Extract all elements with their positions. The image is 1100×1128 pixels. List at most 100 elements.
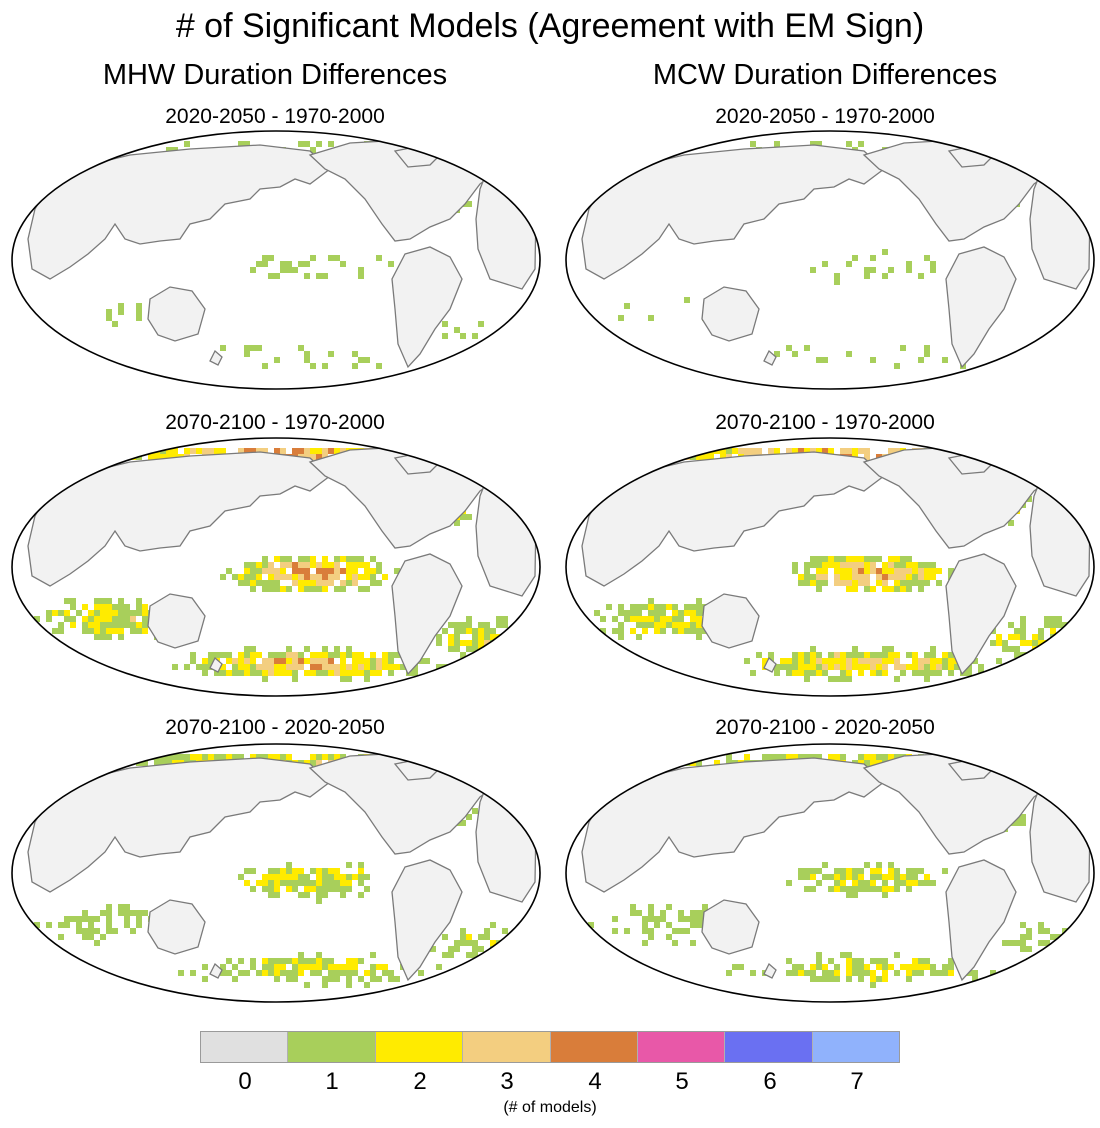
grid-cell [220, 670, 226, 676]
grid-cell [870, 868, 876, 874]
grid-cell [304, 574, 310, 580]
grid-cell [1008, 754, 1014, 760]
grid-cell [1020, 922, 1026, 928]
grid-cell [112, 147, 118, 153]
grid-cell [810, 562, 816, 568]
grid-cell [756, 448, 762, 454]
grid-cell [478, 321, 484, 327]
grid-cell [280, 562, 286, 568]
land-nz [209, 656, 223, 673]
grid-cell [846, 448, 852, 454]
grid-cell [472, 640, 478, 646]
grid-cell [244, 646, 250, 652]
land-nz [763, 656, 777, 673]
grid-cell [846, 670, 852, 676]
grid-cell [672, 928, 678, 934]
grid-cell [292, 574, 298, 580]
grid-cell [1038, 640, 1044, 646]
grid-cell [130, 754, 136, 760]
grid-cell [502, 634, 508, 640]
grid-cell [828, 754, 834, 760]
grid-cell [322, 562, 328, 568]
grid-cell [244, 664, 250, 670]
grid-cell [274, 964, 280, 970]
grid-cell [798, 658, 804, 664]
grid-cell [166, 760, 172, 766]
grid-cell [304, 586, 310, 592]
grid-cell [292, 267, 298, 273]
grid-cell [280, 652, 286, 658]
grid-cell [346, 676, 352, 682]
grid-cell [804, 886, 810, 892]
grid-cell [274, 958, 280, 964]
grid-cell [340, 886, 346, 892]
grid-cell [1032, 640, 1038, 646]
grid-cell [624, 928, 630, 934]
grid-cell [316, 874, 322, 880]
grid-cell [124, 610, 130, 616]
grid-cell [810, 141, 816, 147]
grid-cell [804, 345, 810, 351]
grid-cell [496, 646, 502, 652]
grid-cell [364, 670, 370, 676]
grid-cell [1014, 820, 1020, 826]
grid-cell [268, 664, 274, 670]
grid-cell [502, 646, 508, 652]
grid-cell [1014, 454, 1020, 460]
grid-cell [672, 940, 678, 946]
grid-cell [286, 267, 292, 273]
grid-cell [250, 958, 256, 964]
grid-cell [822, 580, 828, 586]
grid-cell [942, 964, 948, 970]
grid-cell [256, 345, 262, 351]
grid-cell [280, 261, 286, 267]
grid-cell [822, 664, 828, 670]
grid-cell [466, 814, 472, 820]
grid-cell [124, 448, 130, 454]
grid-cell [352, 958, 358, 964]
grid-cell [1062, 640, 1068, 646]
grid-cell [942, 652, 948, 658]
grid-cell [418, 448, 424, 454]
grid-cell [436, 634, 442, 640]
grid-cell [732, 448, 738, 454]
grid-cell [310, 886, 316, 892]
grid-cell [124, 910, 130, 916]
grid-cell [460, 640, 466, 646]
grid-cell [828, 958, 834, 964]
grid-cell [924, 351, 930, 357]
grid-cell [142, 628, 148, 634]
grid-cell [298, 586, 304, 592]
map-border [11, 743, 541, 1003]
colorbar-label-3: 3 [500, 1068, 514, 1095]
grid-cell [478, 946, 484, 952]
grid-cell [1026, 946, 1032, 952]
grid-cell [358, 874, 364, 880]
grid-cell [816, 868, 822, 874]
grid-cell [322, 646, 328, 652]
grid-cell [310, 970, 316, 976]
grid-cell [406, 754, 412, 760]
grid-cell [906, 267, 912, 273]
grid-cell [684, 928, 690, 934]
grid-cell [726, 448, 732, 454]
grid-cell [256, 880, 262, 886]
grid-cell [1074, 646, 1080, 652]
grid-cell [900, 664, 906, 670]
grid-cell [334, 562, 340, 568]
grid-cell [454, 946, 460, 952]
grid-cell [672, 141, 678, 147]
grid-cell [286, 664, 292, 670]
grid-cell [352, 580, 358, 586]
grid-cell [328, 448, 334, 454]
grid-cell [882, 646, 888, 652]
grid-cell [190, 754, 196, 760]
grid-cell [346, 976, 352, 982]
grid-cell [256, 652, 262, 658]
grid-cell [648, 904, 654, 910]
grid-cell [322, 574, 328, 580]
grid-cell [298, 574, 304, 580]
grid-cell [864, 970, 870, 976]
grid-cell [520, 940, 526, 946]
grid-cell [340, 970, 346, 976]
